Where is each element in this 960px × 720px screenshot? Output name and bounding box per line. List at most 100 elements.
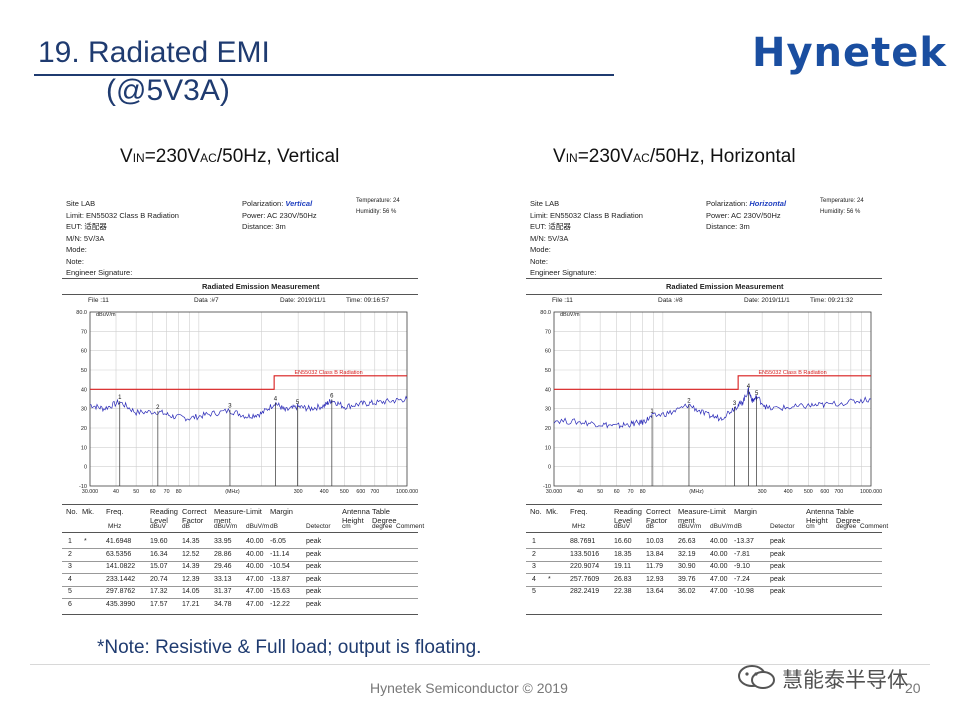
table-header: Reading Level: [150, 507, 178, 525]
info-power: Power: AC 230V/50Hz: [242, 210, 317, 220]
table-unit: degree: [836, 523, 857, 530]
marker-label: 4: [274, 397, 278, 403]
table-cell: 47.00: [246, 588, 264, 595]
table-unit: dB: [182, 523, 190, 530]
hynetek-logo: Hynetek: [752, 30, 948, 76]
heading-mid: =230V: [144, 146, 201, 167]
chart-data-number: Data :#7: [194, 297, 219, 304]
info-polarization: Polarization: Vertical: [242, 198, 312, 210]
chart-file: File :11: [552, 297, 573, 304]
table-header: Freq.: [570, 507, 588, 516]
emi-report-horizontal: Site LAB Limit: EN55032 Class B Radiation…: [526, 194, 888, 615]
table-rule: [62, 532, 418, 533]
table-unit: dB: [270, 523, 278, 530]
table-cell: 40.00: [246, 538, 264, 545]
table-cell: 40.00: [246, 550, 264, 558]
heading-mid: =230V: [577, 146, 634, 167]
table-cell: 14.35: [182, 538, 200, 545]
x-tick-label: 70: [628, 489, 634, 495]
table-cell: 33.13: [214, 575, 232, 583]
table-cell: 133.5016: [570, 550, 600, 558]
table-cell: 257.7609: [570, 575, 600, 583]
title-underline: [34, 74, 614, 76]
table-cell: 40.00: [710, 550, 728, 558]
info-site: Site LAB: [530, 199, 560, 208]
info-temperature: Temperature: 24: [356, 198, 400, 204]
heading-sub-ac: AC: [633, 151, 650, 165]
info-eut: EUT: 适配器: [530, 222, 571, 231]
table-unit: Detector: [306, 523, 331, 530]
table-cell: 2: [532, 550, 536, 558]
table-cell: 12.39: [182, 575, 200, 583]
table-cell: 5: [532, 588, 536, 595]
table-row-rule: [526, 573, 882, 574]
x-tick-label: 50: [133, 489, 139, 495]
table-cell: 47.00: [710, 575, 728, 583]
y-tick-label: 0: [548, 465, 551, 471]
table-rule: [526, 532, 882, 533]
table-cell: peak: [306, 563, 322, 570]
chart-file: File :11: [88, 297, 109, 304]
table-cell: peak: [306, 538, 322, 545]
x-tick-label: (MHz): [225, 489, 240, 495]
table-cell: 26.63: [678, 538, 696, 545]
table-cell: 10.03: [646, 538, 664, 545]
table-cell: 17.21: [182, 600, 200, 608]
table-cell: peak: [770, 575, 786, 583]
table-unit: dBuV/m: [214, 523, 238, 530]
x-tick-label: 700: [370, 489, 379, 495]
table-row-rule: [526, 560, 882, 562]
table-cell: 29.46: [214, 563, 232, 570]
table-header: Correct Factor: [646, 507, 671, 525]
limit-label: EN55032 Class B Radiation: [294, 370, 362, 376]
marker-label: 5: [296, 400, 300, 406]
table-cell: 11.79: [646, 563, 663, 570]
table-header: Mk.: [82, 507, 95, 516]
chart-data-number: Data :#8: [658, 297, 683, 304]
y-tick-label: 20: [545, 426, 551, 432]
x-tick-label: 700: [834, 489, 843, 495]
table-header: Margin: [734, 507, 757, 516]
info-power: Power: AC 230V/50Hz: [706, 210, 781, 220]
plot-frame: [89, 311, 408, 487]
x-tick-label: 70: [164, 489, 170, 495]
table-unit: Comment: [396, 523, 425, 530]
x-tick-label: 40: [113, 489, 119, 495]
table-cell: 4: [68, 575, 72, 583]
y-axis-unit: dBuV/m: [560, 312, 580, 318]
info-site: Site LAB: [66, 199, 96, 208]
table-cell: 141.0822: [106, 563, 136, 570]
table-row-rule: [62, 598, 418, 599]
x-tick-label: 600: [356, 489, 365, 495]
table-cell: peak: [770, 563, 786, 570]
title-divider: [62, 294, 418, 295]
table-cell: 36.02: [678, 588, 696, 595]
x-tick-label: 300: [294, 489, 303, 495]
x-tick-label: 80: [176, 489, 182, 495]
table-cell: 28.86: [214, 550, 232, 558]
heading-sub-ac: AC: [200, 151, 217, 165]
panel-heading-horizontal: VIN=230VAC/50Hz, Horizontal: [553, 146, 796, 168]
x-tick-label: 50: [597, 489, 603, 495]
table-cell: 41.6948: [106, 538, 132, 545]
table-row-rule: [62, 560, 418, 562]
y-tick-label: 70: [545, 329, 551, 335]
info-humidity: Humidity: 56 %: [820, 209, 861, 215]
marker-label: 4: [747, 384, 751, 390]
table-rule: [62, 614, 418, 615]
x-tick-label: 300: [758, 489, 767, 495]
table-cell: 18.35: [614, 550, 632, 558]
table-unit: dBuV/m: [710, 523, 734, 530]
polarization-label: Polarization:: [242, 199, 286, 208]
y-tick-label: 20: [81, 426, 87, 432]
table-cell: 88.7691: [570, 538, 596, 545]
table-cell: -13.87: [270, 575, 290, 583]
table-cell: 30.90: [678, 563, 696, 570]
table-cell: -10.98: [734, 588, 754, 595]
x-tick-label: 400: [784, 489, 793, 495]
page-number: 20: [905, 680, 921, 696]
table-cell: -7.81: [734, 550, 750, 558]
table-row-rule: [62, 573, 418, 574]
table-cell: *: [84, 538, 87, 545]
info-limit: Limit: EN55032 Class B Radiation: [66, 210, 179, 220]
